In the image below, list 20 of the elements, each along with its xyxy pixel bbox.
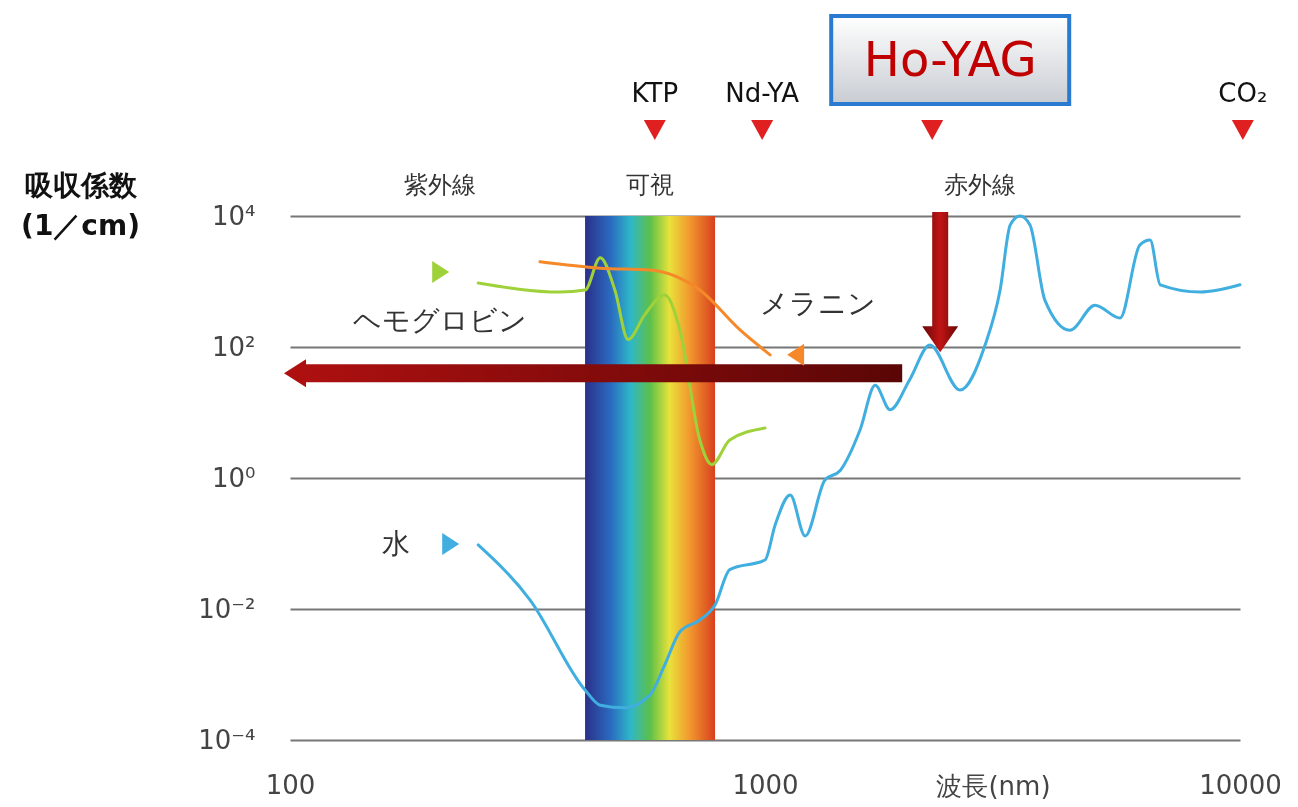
y-tick-label: 10⁻⁴ xyxy=(198,724,256,755)
band-label: 可視 xyxy=(626,171,675,199)
series-label: ヘモグロビン xyxy=(353,303,528,337)
y-axis-title: 吸収係数 (1／cm) xyxy=(21,168,140,242)
text: CO₂ xyxy=(1218,78,1268,108)
x-axis-title: 波長(nm) xyxy=(936,770,1051,801)
x-tick-label: 1000 xyxy=(732,769,799,800)
legend-label: 水 xyxy=(382,526,411,560)
y-tick-label: 10⁴ xyxy=(211,200,256,231)
x-tick-label: 100 xyxy=(265,769,316,800)
y-tick-label: 10⁰ xyxy=(211,462,256,493)
text: Ho-YAG xyxy=(863,31,1037,87)
text: Nd-YA xyxy=(725,78,800,108)
text: 赤外線 xyxy=(943,171,1016,199)
y-tick-label: 10⁻² xyxy=(198,593,256,624)
text: 紫外線 xyxy=(404,171,477,199)
y-tick-label: 10² xyxy=(211,331,256,362)
text: KTP xyxy=(631,78,679,108)
series-label: メラニン xyxy=(760,286,877,320)
x-tick-label: 10000 xyxy=(1199,769,1282,800)
